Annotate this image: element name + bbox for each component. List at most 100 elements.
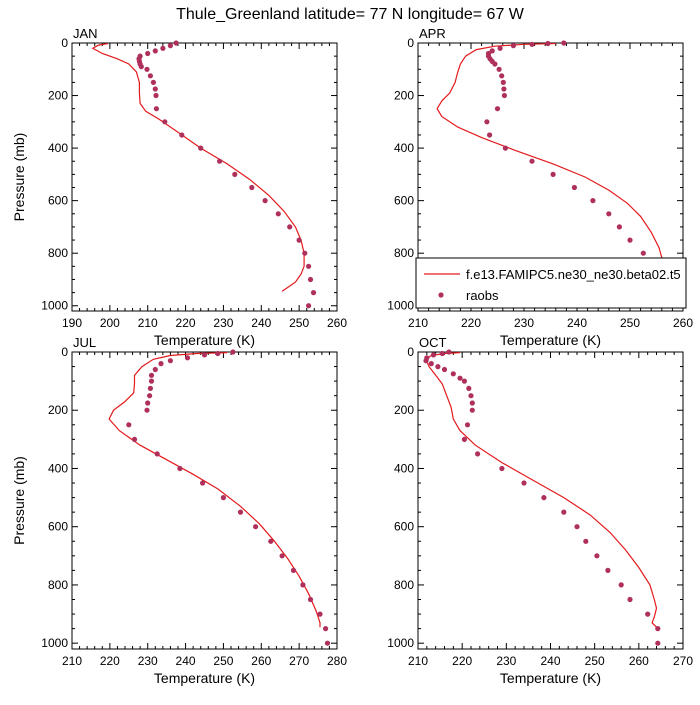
x-tick-label: 220 xyxy=(100,654,120,668)
x-tick-label: 240 xyxy=(176,654,196,668)
raobs-point xyxy=(618,582,624,588)
raobs-point xyxy=(306,303,312,309)
raobs-point xyxy=(430,352,437,358)
raobs-point xyxy=(131,436,138,442)
raobs-point xyxy=(154,451,160,457)
raobs-point xyxy=(457,375,463,381)
model-line xyxy=(91,43,305,292)
panel-label: JUL xyxy=(73,335,96,350)
raobs-point xyxy=(655,626,661,632)
panel-label: OCT xyxy=(419,335,447,350)
x-tick-label: 250 xyxy=(289,316,309,330)
raobs-point xyxy=(492,61,498,67)
raobs-point xyxy=(574,524,580,530)
raobs-point xyxy=(147,385,153,391)
raobs-point xyxy=(179,132,185,138)
x-axis-label: Temperature (K) xyxy=(154,332,255,348)
y-tick-label: 200 xyxy=(394,403,414,417)
raobs-point xyxy=(487,132,493,138)
raobs-point xyxy=(501,86,507,92)
x-tick-label: 240 xyxy=(567,316,587,330)
figure-title: Thule_Greenland latitude= 77 N longitude… xyxy=(176,6,525,23)
raobs-point xyxy=(435,364,441,370)
legend-box xyxy=(415,257,687,309)
raobs-point xyxy=(529,158,535,164)
y-tick-label: 0 xyxy=(61,345,68,359)
legend-model-label: f.e13.FAMIPC5.ne30_ne30.beta02.t5 xyxy=(466,267,681,282)
y-tick-label: 600 xyxy=(394,194,414,208)
raobs-point xyxy=(158,361,164,367)
raobs-point xyxy=(232,171,238,177)
raobs-point xyxy=(217,158,223,164)
raobs-point xyxy=(279,553,285,559)
raobs-point xyxy=(561,509,567,515)
raobs-point xyxy=(275,211,281,217)
raobs-point xyxy=(287,224,293,230)
raobs-point xyxy=(153,106,159,112)
raobs-point xyxy=(494,106,501,112)
raobs-point xyxy=(323,626,329,632)
raobs-point xyxy=(317,611,323,617)
plot-frame xyxy=(417,351,684,650)
y-tick-label: 400 xyxy=(48,141,68,155)
raobs-point xyxy=(439,350,445,357)
raobs-point xyxy=(428,361,434,367)
raobs-point xyxy=(290,567,297,574)
raobs-point xyxy=(144,66,150,72)
raobs-point xyxy=(148,378,155,384)
raobs-point xyxy=(307,596,314,603)
x-tick-label: 260 xyxy=(629,654,649,668)
raobs-point xyxy=(324,640,331,646)
raobs-point xyxy=(253,524,259,530)
raobs-point xyxy=(296,237,302,243)
plot-frame xyxy=(71,42,338,312)
raobs-point xyxy=(616,224,623,230)
y-tick-label: 400 xyxy=(394,141,414,155)
x-tick-label: 270 xyxy=(673,654,693,668)
x-tick-label: 220 xyxy=(461,316,481,330)
raobs-point xyxy=(606,211,612,217)
x-axis-label: Temperature (K) xyxy=(154,670,255,686)
x-tick-label: 200 xyxy=(100,316,120,330)
raobs-point xyxy=(441,366,448,373)
x-tick-label: 210 xyxy=(62,654,82,668)
raobs-point xyxy=(510,43,516,49)
x-tick-label: 250 xyxy=(213,654,233,668)
raobs-point xyxy=(173,40,179,46)
y-tick-label: 1000 xyxy=(41,299,68,313)
raobs-point xyxy=(230,349,236,355)
x-tick-label: 210 xyxy=(408,316,428,330)
plot-frame xyxy=(417,42,684,312)
raobs-point xyxy=(268,538,274,544)
panel-jan: 190 200 210 220 230 240 250 260 0 200 400 600 800 100… xyxy=(11,26,347,348)
raobs-point xyxy=(145,50,151,57)
raobs-point xyxy=(167,358,173,364)
y-tick-label: 200 xyxy=(48,403,68,417)
raobs-point xyxy=(550,171,556,177)
y-tick-label: 1000 xyxy=(387,299,414,313)
x-tick-label: 190 xyxy=(62,316,82,330)
raobs-point xyxy=(198,145,204,151)
raobs-point xyxy=(501,92,507,99)
raobs-point xyxy=(262,198,268,204)
x-tick-label: 240 xyxy=(540,654,560,668)
panel-jul: 210 220 230 240 250 260 270 280 0 200 400 600 800 100… xyxy=(11,335,347,686)
raobs-point xyxy=(150,79,156,85)
raobs-point xyxy=(148,372,155,378)
raobs-point xyxy=(469,407,475,413)
y-tick-label: 0 xyxy=(61,36,68,50)
y-tick-label: 200 xyxy=(48,89,68,103)
raobs-point xyxy=(464,422,471,428)
x-tick-label: 230 xyxy=(213,316,233,330)
raobs-point xyxy=(306,263,312,269)
raobs-point xyxy=(461,378,467,384)
y-axis-label: Pressure (mb) xyxy=(11,133,27,222)
y-tick-label: 800 xyxy=(394,246,414,260)
y-axis-label: Pressure (mb) xyxy=(11,456,27,545)
raobs-point xyxy=(502,145,508,151)
raobs-point xyxy=(153,92,159,99)
raobs-point xyxy=(627,596,633,603)
raobs-point xyxy=(201,352,208,358)
x-tick-label: 210 xyxy=(138,316,158,330)
